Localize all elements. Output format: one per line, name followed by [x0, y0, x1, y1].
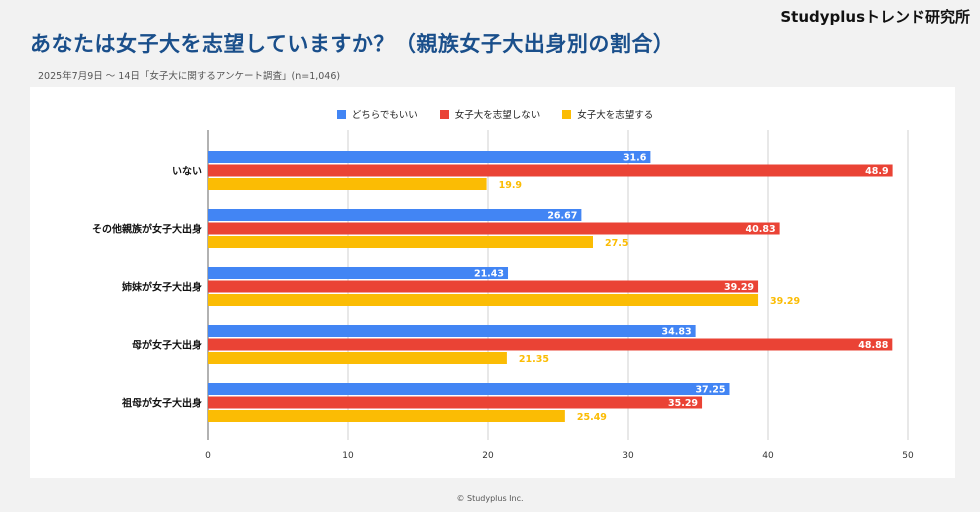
bar [208, 352, 507, 364]
data-label: 21.43 [474, 269, 504, 280]
page-title: あなたは女子大を志望していますか？（親族女子大出身別の割合） [30, 32, 675, 56]
bar [208, 209, 582, 221]
bar [208, 294, 759, 306]
category-label: その他親族が女子大出身 [92, 223, 202, 236]
data-label: 21.35 [519, 354, 549, 365]
x-tick-label: 30 [622, 451, 634, 461]
data-label: 39.29 [770, 296, 800, 307]
bar [208, 383, 730, 395]
data-label: 39.29 [724, 282, 754, 293]
data-label: 26.67 [547, 211, 577, 222]
data-label: 19.9 [499, 180, 522, 191]
category-label: 姉妹が女子大出身 [122, 281, 202, 294]
legend-swatch-red [439, 109, 449, 119]
bar [208, 396, 703, 409]
bar [208, 222, 780, 235]
legend-swatch-blue [336, 109, 346, 119]
data-label: 35.29 [668, 398, 698, 409]
x-tick-label: 50 [902, 451, 914, 461]
copyright: © Studyplus Inc. [456, 494, 524, 503]
x-tick-label: 10 [342, 451, 354, 461]
legend-item-aspire: 女子大を志望する [562, 107, 653, 121]
x-tick-label: 20 [482, 451, 494, 461]
bar [208, 236, 593, 248]
bar [208, 164, 893, 177]
bar [208, 151, 651, 163]
legend-swatch-yellow [562, 109, 572, 119]
category-label: 母が女子大出身 [132, 339, 202, 352]
data-label: 48.9 [865, 166, 888, 177]
category-label: 祖母が女子大出身 [121, 397, 202, 410]
data-label: 27.5 [605, 238, 628, 249]
data-label: 25.49 [577, 412, 607, 423]
data-label: 34.83 [662, 327, 692, 338]
legend-label: 女子大を志望する [577, 110, 654, 121]
bar [208, 280, 759, 293]
data-label: 37.25 [695, 385, 725, 396]
data-label: 48.88 [858, 340, 888, 351]
x-tick-label: 40 [762, 451, 774, 461]
legend-item-either: どちらでもいい [336, 107, 418, 121]
legend-label: どちらでもいい [351, 110, 418, 121]
chart-legend: どちらでもいい 女子大を志望しない 女子大を志望する [0, 107, 980, 121]
data-label: 40.83 [746, 224, 776, 235]
x-tick-label: 0 [205, 451, 211, 461]
bar [208, 178, 487, 190]
survey-subtitle: 2025年7月9日 〜 14日「女子大に関するアンケート調査」(n=1,046) [38, 71, 341, 82]
bar [208, 338, 893, 351]
bar [208, 410, 565, 422]
bar [208, 267, 509, 279]
legend-item-not-aspire: 女子大を志望しない [439, 107, 541, 121]
category-label: いない [172, 166, 202, 178]
bar [208, 325, 696, 337]
data-label: 31.6 [623, 153, 647, 164]
brand-logo-text: Studyplusトレンド研究所 [780, 8, 970, 26]
legend-label: 女子大を志望しない [454, 110, 541, 121]
